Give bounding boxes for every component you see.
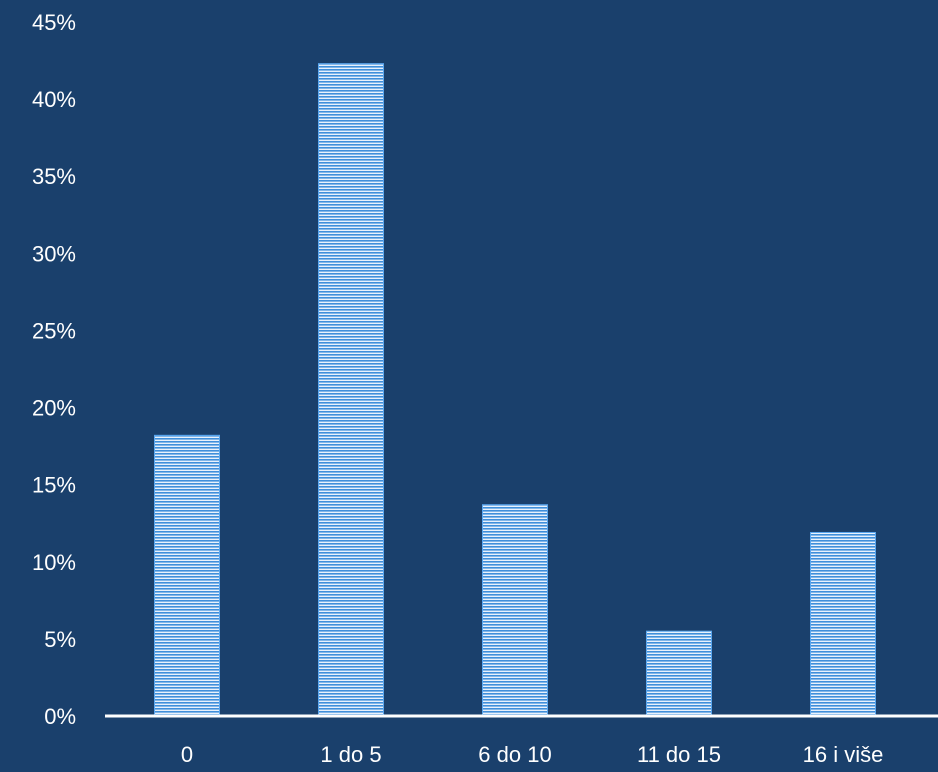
bar-3 — [646, 630, 712, 717]
bar-1 — [318, 63, 384, 717]
y-tick-label: 45% — [32, 10, 76, 35]
x-category-label: 16 i više — [803, 742, 884, 767]
x-axis-labels: 0 1 do 5 6 do 10 11 do 15 16 i više — [181, 742, 883, 767]
x-category-label: 0 — [181, 742, 193, 767]
y-tick-label: 35% — [32, 164, 76, 189]
x-category-label: 11 do 15 — [637, 742, 721, 767]
bar-0 — [154, 434, 220, 717]
y-tick-label: 15% — [32, 473, 76, 498]
bars — [154, 63, 876, 717]
y-tick-label: 20% — [32, 396, 76, 421]
x-category-label: 6 do 10 — [478, 742, 551, 767]
y-tick-label: 25% — [32, 318, 76, 343]
bar-2 — [482, 504, 548, 717]
bar-4 — [810, 531, 876, 717]
y-tick-label: 5% — [44, 627, 76, 652]
y-axis-ticks: 0% 5% 10% 15% 20% 25% 30% 35% 40% 45% — [32, 10, 76, 729]
y-tick-label: 40% — [32, 87, 76, 112]
y-tick-label: 0% — [44, 704, 76, 729]
x-category-label: 1 do 5 — [320, 742, 381, 767]
y-tick-label: 10% — [32, 550, 76, 575]
y-tick-label: 30% — [32, 241, 76, 266]
